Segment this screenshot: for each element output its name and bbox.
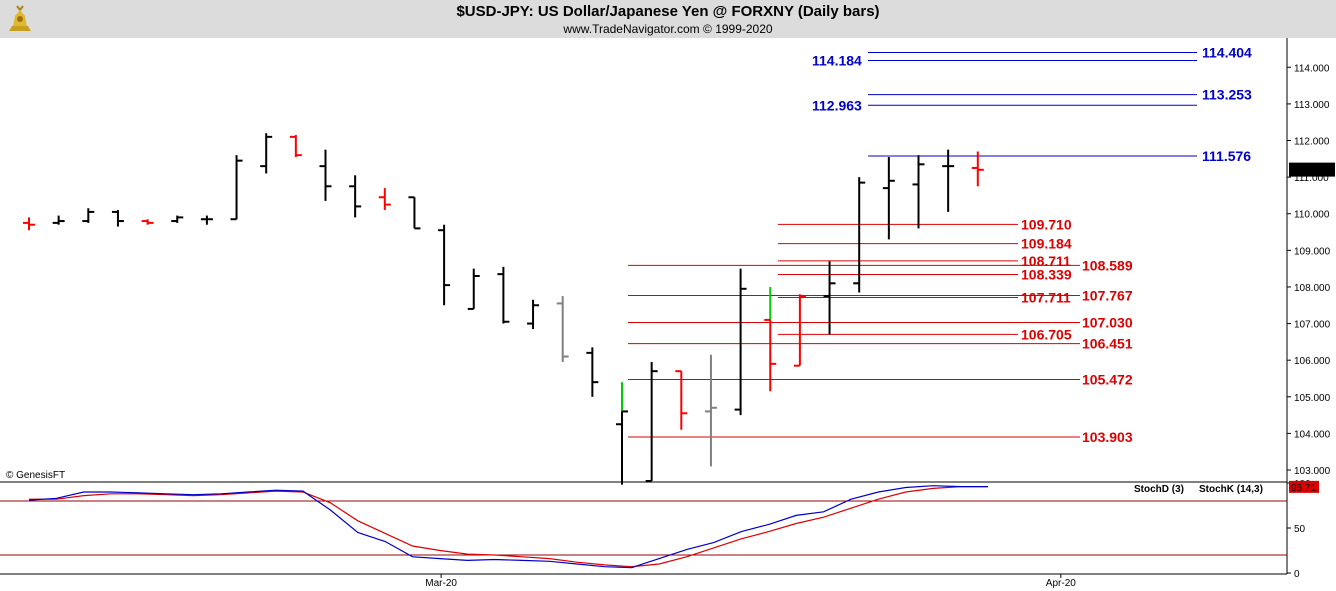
ohlc-bar	[527, 299, 540, 330]
price-tick-label: 105.000	[1294, 393, 1331, 404]
level-label: 113.253	[1202, 87, 1252, 103]
price-tick-label: 114.000	[1294, 63, 1330, 74]
ohlc-bar	[882, 156, 895, 240]
level-label: 109.710	[1021, 216, 1072, 232]
level-label: 111.576	[1202, 148, 1251, 164]
level-label: 112.963	[812, 97, 862, 113]
time-tick-label: Apr-20	[1046, 578, 1076, 589]
stoch-last-badge	[1289, 480, 1319, 493]
ohlc-bar	[704, 354, 717, 467]
price-tick-label: 104.000	[1294, 429, 1331, 440]
ohlc-bar	[319, 149, 332, 201]
stoch-line	[29, 486, 988, 568]
stoch-legend-label: StochK (14,3)	[1199, 484, 1263, 495]
price-tick-label: 113.000	[1294, 100, 1330, 111]
copyright-label: © GenesisFT	[6, 470, 65, 481]
chart-subtitle: www.TradeNavigator.com © 1999-2020	[563, 22, 773, 36]
ohlc-bar	[734, 268, 747, 416]
price-tick-label: 108.000	[1294, 283, 1331, 294]
ohlc-bar	[497, 266, 510, 324]
stoch-last-label: 95.71	[1291, 483, 1316, 494]
stoch-line	[28, 485, 988, 569]
ohlc-bar	[200, 215, 213, 225]
level-label: 114.184	[812, 53, 862, 69]
ohlc-bar	[111, 210, 124, 227]
ohlc-bar	[408, 196, 421, 230]
ohlc-bar	[82, 208, 95, 223]
level-label: 109.184	[1021, 236, 1072, 252]
ohlc-bar	[378, 188, 391, 211]
last-price-badge	[1289, 162, 1335, 177]
level-label: 105.472	[1082, 372, 1133, 388]
level-label: 107.711	[1021, 290, 1071, 306]
level-label: 108.589	[1082, 257, 1133, 273]
ohlc-bar	[141, 219, 154, 225]
stoch-tick-label: 50	[1294, 524, 1306, 535]
price-tick-label: 103.000	[1294, 466, 1331, 477]
ohlc-bar	[52, 215, 65, 225]
ohlc-bar	[171, 215, 184, 223]
price-tick-label: 109.000	[1294, 246, 1331, 257]
ohlc-bar	[912, 155, 925, 229]
ohlc-bar	[823, 261, 836, 335]
chart-header: $USD-JPY: US Dollar/Japanese Yen @ FORXN…	[0, 0, 1336, 38]
level-label: 106.705	[1021, 326, 1072, 342]
level-label: 114.404	[1202, 44, 1252, 60]
stoch-legend-label: StochD (3)	[1134, 484, 1184, 495]
ohlc-bar	[616, 382, 628, 485]
level-label: 106.451	[1082, 336, 1133, 352]
level-label: 107.767	[1082, 287, 1133, 303]
level-label: 108.339	[1021, 267, 1072, 283]
price-tick-label: 110.000	[1294, 210, 1330, 221]
ohlc-bar	[349, 175, 362, 218]
ohlc-bar	[23, 217, 35, 231]
ohlc-bar	[793, 294, 806, 367]
ohlc-bar	[467, 268, 480, 310]
level-label: 107.030	[1082, 314, 1133, 330]
ohlc-bar	[971, 151, 984, 187]
price-tick-label: 112.000	[1294, 137, 1330, 148]
price-tick-label: 107.000	[1294, 320, 1331, 331]
ohlc-bar	[675, 370, 688, 430]
ohlc-bar	[260, 133, 273, 174]
ohlc-bar	[853, 177, 866, 293]
time-tick-label: Mar-20	[425, 578, 457, 589]
level-label: 103.903	[1082, 429, 1133, 445]
ohlc-bar	[438, 224, 451, 306]
ohlc-bar	[289, 135, 302, 157]
chart-title: $USD-JPY: US Dollar/Japanese Yen @ FORXN…	[456, 3, 880, 20]
stoch-tick-label: 0	[1294, 569, 1300, 580]
ohlc-bar	[942, 149, 955, 212]
gold-bull-logo-icon	[9, 5, 31, 31]
price-tick-label: 111.000	[1294, 173, 1329, 184]
ohlc-bar	[586, 347, 599, 397]
price-tick-label: 106.000	[1294, 356, 1331, 367]
ohlc-bar	[645, 362, 658, 482]
ohlc-bar	[230, 155, 243, 221]
ohlc-bar	[764, 286, 777, 392]
ohlc-bar	[556, 296, 569, 363]
last-price-label: 111.205	[1291, 166, 1326, 177]
